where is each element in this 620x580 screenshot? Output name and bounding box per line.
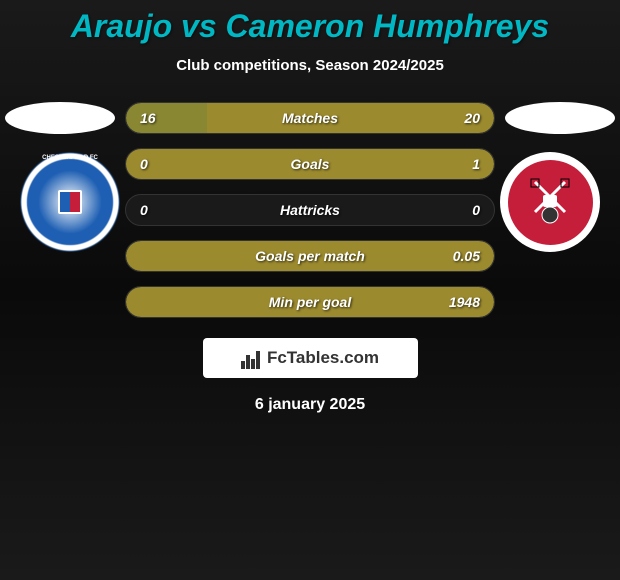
fctables-brand-box[interactable]: FcTables.com xyxy=(203,338,418,378)
stat-label: Goals per match xyxy=(255,248,365,264)
stat-label: Matches xyxy=(282,110,338,126)
club-badge-right xyxy=(500,152,600,252)
comparison-date: 6 january 2025 xyxy=(10,396,610,414)
stat-right-value: 1 xyxy=(472,156,480,172)
stats-container: 16 Matches 20 0 Goals 1 0 Hattricks 0 Go… xyxy=(125,102,495,318)
stat-row-gpm: Goals per match 0.05 xyxy=(125,240,495,272)
stat-left-value: 0 xyxy=(140,202,148,218)
player-photo-right-placeholder xyxy=(505,102,615,134)
stat-right-value: 0 xyxy=(472,202,480,218)
comparison-subtitle: Club competitions, Season 2024/2025 xyxy=(0,57,620,74)
stat-row-hattricks: 0 Hattricks 0 xyxy=(125,194,495,226)
player-photo-left-placeholder xyxy=(5,102,115,134)
stat-label: Min per goal xyxy=(269,294,351,310)
stat-right-value: 1948 xyxy=(449,294,480,310)
club-badge-left: CHESTERFIELD FC xyxy=(20,152,120,252)
stat-right-value: 20 xyxy=(464,110,480,126)
stat-row-matches: 16 Matches 20 xyxy=(125,102,495,134)
stat-row-goals: 0 Goals 1 xyxy=(125,148,495,180)
stat-right-value: 0.05 xyxy=(453,248,480,264)
stat-label: Hattricks xyxy=(280,202,340,218)
bar-chart-icon xyxy=(241,347,263,369)
brand-text: FcTables.com xyxy=(267,348,379,368)
stat-row-mpg: Min per goal 1948 xyxy=(125,286,495,318)
stat-left-value: 0 xyxy=(140,156,148,172)
comparison-title: Araujo vs Cameron Humphreys xyxy=(0,8,620,45)
stat-label: Goals xyxy=(291,156,330,172)
stat-left-value: 16 xyxy=(140,110,156,126)
club-badge-left-text: CHESTERFIELD FC xyxy=(20,155,120,161)
